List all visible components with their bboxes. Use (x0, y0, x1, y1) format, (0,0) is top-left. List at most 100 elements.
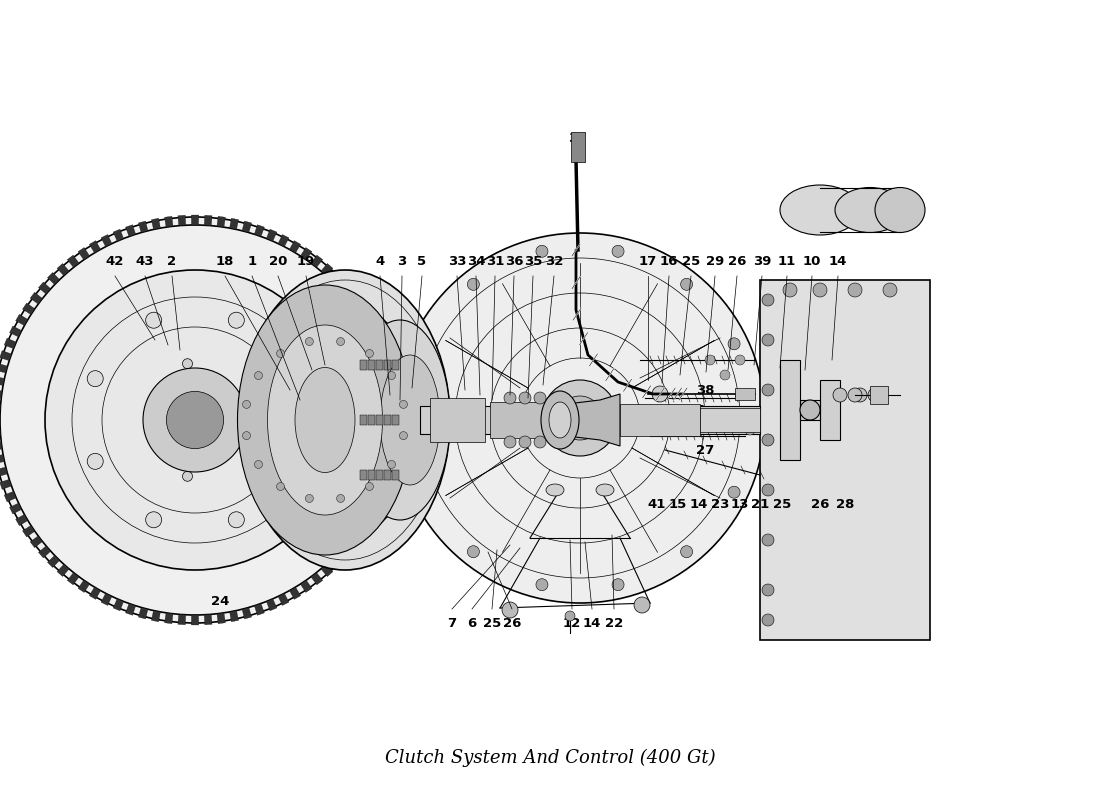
Polygon shape (348, 536, 360, 548)
Ellipse shape (379, 355, 440, 485)
Ellipse shape (835, 187, 905, 233)
Polygon shape (368, 503, 381, 514)
Bar (376, 415, 383, 425)
Circle shape (242, 432, 251, 440)
Circle shape (420, 486, 432, 498)
Circle shape (534, 392, 546, 404)
Circle shape (145, 512, 162, 528)
Text: 34: 34 (466, 255, 485, 268)
Text: 26: 26 (728, 255, 746, 268)
Circle shape (87, 454, 103, 470)
Polygon shape (89, 587, 100, 599)
Polygon shape (0, 363, 8, 373)
Text: 6: 6 (468, 617, 476, 630)
Text: 41: 41 (648, 498, 667, 511)
Bar (384, 470, 390, 480)
Text: 35: 35 (524, 255, 542, 268)
Circle shape (280, 415, 290, 425)
Bar (735, 388, 755, 400)
Text: 40: 40 (696, 423, 715, 437)
Circle shape (558, 396, 602, 440)
Text: 21: 21 (751, 498, 769, 511)
Circle shape (287, 454, 303, 470)
Bar (360, 470, 367, 480)
Polygon shape (355, 303, 367, 314)
Circle shape (504, 392, 516, 404)
Polygon shape (10, 503, 22, 514)
Polygon shape (78, 580, 89, 593)
Bar (420, 406, 760, 434)
Polygon shape (10, 326, 22, 337)
Bar (392, 470, 399, 480)
Circle shape (254, 371, 263, 379)
Text: 22: 22 (605, 617, 623, 630)
Text: 31: 31 (486, 255, 504, 268)
Text: 3: 3 (397, 255, 407, 268)
Text: 11: 11 (778, 255, 796, 268)
Polygon shape (266, 230, 277, 242)
Polygon shape (378, 350, 390, 361)
Ellipse shape (780, 185, 860, 235)
Text: 17: 17 (639, 255, 657, 268)
Text: 42: 42 (106, 255, 124, 268)
Circle shape (254, 461, 263, 469)
Text: 30: 30 (526, 427, 544, 441)
Bar (870, 386, 888, 404)
Polygon shape (191, 215, 199, 225)
Circle shape (534, 436, 546, 448)
Polygon shape (0, 454, 4, 464)
Bar (490, 402, 550, 438)
Circle shape (287, 370, 303, 386)
Circle shape (0, 217, 398, 623)
Bar (360, 415, 367, 425)
Polygon shape (374, 338, 386, 349)
Polygon shape (47, 273, 59, 285)
Polygon shape (388, 442, 398, 450)
Circle shape (365, 482, 373, 490)
Bar (368, 360, 375, 370)
Circle shape (745, 412, 757, 424)
Polygon shape (47, 555, 59, 567)
Ellipse shape (541, 391, 579, 449)
Polygon shape (15, 514, 28, 526)
Polygon shape (89, 241, 100, 253)
Bar (376, 360, 383, 370)
Polygon shape (550, 394, 620, 446)
Polygon shape (378, 479, 390, 490)
Polygon shape (266, 598, 277, 610)
Circle shape (399, 400, 407, 408)
Polygon shape (242, 607, 252, 619)
Text: 39: 39 (752, 255, 771, 268)
Circle shape (143, 368, 248, 472)
Polygon shape (385, 454, 397, 464)
Polygon shape (289, 241, 300, 253)
Circle shape (387, 461, 396, 469)
Text: 13: 13 (730, 498, 749, 511)
Polygon shape (230, 218, 239, 230)
Circle shape (306, 494, 313, 502)
Text: 12: 12 (563, 617, 581, 630)
Polygon shape (348, 292, 360, 304)
Polygon shape (300, 247, 312, 260)
Circle shape (519, 392, 531, 404)
Circle shape (762, 614, 774, 626)
Ellipse shape (240, 270, 450, 570)
Text: 4: 4 (375, 255, 385, 268)
Polygon shape (311, 255, 322, 267)
Circle shape (248, 471, 257, 482)
Circle shape (848, 388, 862, 402)
Polygon shape (101, 594, 112, 606)
Polygon shape (152, 610, 161, 622)
Circle shape (783, 283, 798, 297)
Circle shape (868, 388, 882, 402)
Polygon shape (254, 603, 264, 615)
Circle shape (87, 370, 103, 386)
Polygon shape (39, 546, 51, 558)
Polygon shape (39, 282, 51, 294)
Polygon shape (339, 546, 352, 558)
Text: 1: 1 (248, 255, 256, 268)
Bar (368, 470, 375, 480)
Polygon shape (330, 273, 342, 285)
Text: 10: 10 (803, 255, 822, 268)
Polygon shape (205, 215, 212, 226)
